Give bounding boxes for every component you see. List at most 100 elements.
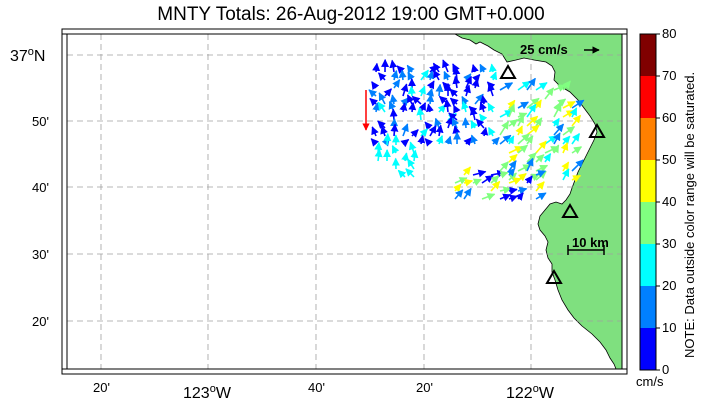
colorbar-segment xyxy=(640,160,656,202)
colorbar-tick-label: 10 xyxy=(662,320,676,335)
current-vector xyxy=(407,85,416,97)
current-vector xyxy=(508,177,522,185)
current-vector xyxy=(475,118,485,129)
colorbar-tick-label: 60 xyxy=(662,110,676,125)
current-vector xyxy=(463,137,472,146)
colorbar-segment xyxy=(640,34,656,76)
current-vector xyxy=(401,123,409,137)
colorbar-tick-label: 70 xyxy=(662,68,676,83)
scale-bar xyxy=(567,245,605,255)
colorbar-tick-label: 30 xyxy=(662,236,676,251)
current-vector xyxy=(443,70,451,81)
current-vector xyxy=(463,178,474,187)
current-vector xyxy=(535,164,549,173)
current-vector xyxy=(535,181,545,192)
current-vector xyxy=(551,144,560,154)
map-frame xyxy=(61,28,628,375)
current-vector xyxy=(571,146,583,155)
current-vector xyxy=(424,138,433,147)
current-vector xyxy=(526,157,534,172)
current-vector xyxy=(562,80,571,91)
current-vector xyxy=(432,69,441,81)
current-vector xyxy=(571,114,582,127)
current-vector xyxy=(469,106,478,121)
current-vector xyxy=(507,103,516,118)
colorbar xyxy=(640,34,656,370)
lon-label-40: 40' xyxy=(308,380,325,395)
graticule xyxy=(67,34,622,369)
colorbar-tick-label: 40 xyxy=(662,194,676,209)
current-vector xyxy=(488,63,497,73)
current-vector xyxy=(481,193,496,201)
current-vector xyxy=(406,64,415,74)
current-vector xyxy=(426,80,435,90)
current-vector xyxy=(571,132,581,145)
current-vector xyxy=(445,116,454,129)
current-vector xyxy=(410,129,419,138)
colorbar-segment xyxy=(640,328,656,370)
current-vector xyxy=(462,166,472,176)
current-vector xyxy=(443,98,452,113)
current-vector xyxy=(551,117,560,127)
current-vector xyxy=(491,136,500,146)
current-vector xyxy=(526,103,537,118)
current-vector xyxy=(372,102,381,113)
current-vector xyxy=(515,192,524,201)
current-vector xyxy=(499,161,509,172)
current-vector xyxy=(471,78,480,89)
lat-label-40: 40' xyxy=(32,180,49,195)
current-vector xyxy=(515,125,523,136)
reference-vector-label: 25 cm/s xyxy=(520,42,568,57)
water-area xyxy=(67,34,622,369)
current-vector xyxy=(479,63,488,73)
lon-label-123w: 123oW xyxy=(183,383,232,402)
current-vector xyxy=(535,140,547,154)
current-vector xyxy=(508,186,518,195)
scale-bar-label: 10 km xyxy=(572,235,609,250)
current-vector xyxy=(480,126,489,137)
current-vector xyxy=(390,69,399,81)
current-vector xyxy=(426,70,435,81)
lat-label-37n: 37oN xyxy=(10,46,45,65)
current-vector xyxy=(524,175,533,185)
current-vector xyxy=(400,83,409,97)
current-vector xyxy=(449,88,458,98)
current-vector xyxy=(561,168,570,181)
colorbar-segment xyxy=(640,202,656,244)
current-vector xyxy=(562,100,576,109)
current-vector xyxy=(454,189,464,200)
lat-label-30: 30' xyxy=(32,247,49,262)
current-vector xyxy=(419,128,428,137)
current-vector xyxy=(398,69,407,81)
current-vector xyxy=(418,85,426,97)
current-vector xyxy=(544,87,555,100)
current-vector xyxy=(390,123,399,137)
current-vector xyxy=(517,144,528,154)
current-vector xyxy=(499,120,510,136)
current-vector xyxy=(417,134,426,145)
current-vector xyxy=(543,153,552,163)
colorbar-tick-label: 20 xyxy=(662,278,676,293)
current-vector xyxy=(569,107,578,118)
current-vector xyxy=(400,138,410,148)
current-vector xyxy=(499,186,512,195)
current-vector xyxy=(435,124,444,137)
colorbar-segment xyxy=(640,286,656,328)
current-vector xyxy=(535,170,547,178)
current-vector xyxy=(535,154,545,163)
current-vector xyxy=(506,135,515,145)
current-vector xyxy=(535,82,548,91)
station-markers xyxy=(499,64,606,284)
current-vector xyxy=(374,148,383,162)
current-vector xyxy=(397,169,407,179)
current-vector xyxy=(428,125,437,137)
current-vector xyxy=(499,170,509,179)
current-vector xyxy=(405,168,415,178)
current-vector xyxy=(435,135,444,145)
current-vector xyxy=(489,71,498,81)
current-vector xyxy=(463,187,472,200)
lat-label-50: 50' xyxy=(32,114,49,129)
current-vector xyxy=(401,152,410,162)
colorbar-tick-label: 0 xyxy=(662,362,669,377)
